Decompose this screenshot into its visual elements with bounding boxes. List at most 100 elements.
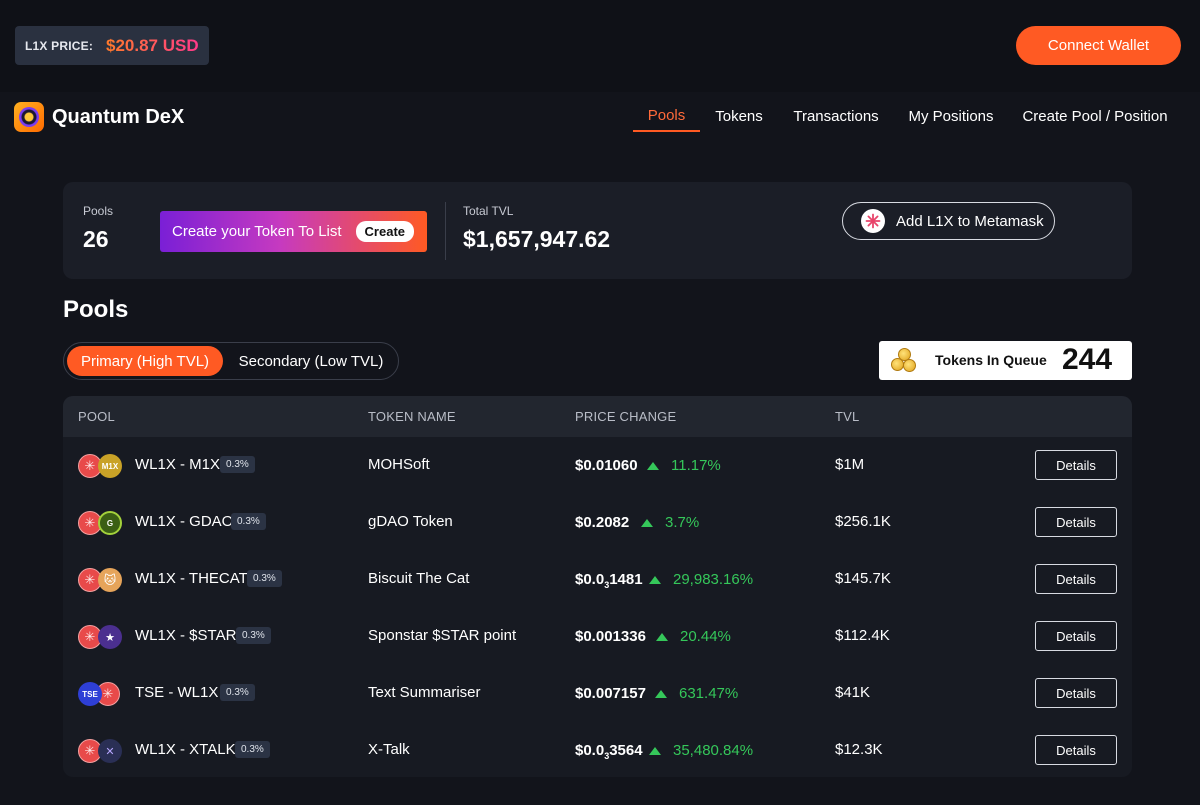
l1x-price-box: L1X PRICE: $20.87 USD [15, 26, 209, 65]
quantum-logo-icon [14, 102, 44, 132]
pools-section-title: Pools [63, 296, 129, 323]
details-button[interactable]: Details [1035, 678, 1117, 708]
brand-logo[interactable]: Quantum DeX [14, 102, 184, 132]
token-name: MOHSoft [368, 456, 430, 473]
pair-icons: ✕ [78, 739, 122, 763]
up-arrow-icon [655, 689, 667, 698]
tse-token-icon: TSE [78, 682, 102, 706]
price-change: 29,983.16% [649, 571, 753, 588]
total-tvl-value: $1,657,947.62 [463, 226, 611, 252]
add-to-metamask-button[interactable]: Add L1X to Metamask [842, 202, 1055, 240]
col-token-name: TOKEN NAME [368, 409, 456, 424]
col-pool: POOL [78, 409, 115, 424]
pair-name: TSE - WL1X [135, 684, 219, 701]
col-price-change: PRICE CHANGE [575, 409, 677, 424]
metamask-label: Add L1X to Metamask [896, 212, 1044, 230]
stats-card: Pools 26 Create your Token To List Creat… [63, 182, 1132, 279]
coins-icon [891, 348, 917, 374]
details-button[interactable]: Details [1035, 450, 1117, 480]
token-price: $0.2082 [575, 514, 630, 531]
table-header: POOL TOKEN NAME PRICE CHANGE TVL [63, 396, 1132, 437]
pools-count: 26 [83, 226, 109, 252]
pools-count-label: Pools [83, 204, 114, 218]
pair-icons: TSE [78, 682, 122, 706]
pool-tvl: $145.7K [835, 570, 891, 587]
price-change: 35,480.84% [649, 742, 753, 759]
price-change: 3.7% [641, 514, 699, 531]
fee-badge: 0.3% [235, 741, 270, 758]
nav-create-pool-position[interactable]: Create Pool / Position [1022, 107, 1168, 125]
pool-type-toggle: Primary (High TVL) Secondary (Low TVL) [63, 342, 399, 380]
up-arrow-icon [649, 575, 661, 584]
cat-token-icon: 🐱 [98, 568, 122, 592]
create-token-button[interactable]: Create [355, 221, 415, 242]
l1x-icon [861, 209, 885, 233]
up-arrow-icon [649, 746, 661, 755]
table-row[interactable]: ✕ WL1X - XTALK 0.3% X-Talk $0.033564 35,… [63, 722, 1132, 777]
star-token-icon: ★ [98, 625, 122, 649]
pair-icons: ★ [78, 625, 122, 649]
token-price: $0.007157 [575, 685, 646, 702]
tab-secondary-low-tvl[interactable]: Secondary (Low TVL) [238, 352, 384, 370]
table-row[interactable]: M1X WL1X - M1X 0.3% MOHSoft $0.01060 11.… [63, 437, 1132, 494]
token-price: $0.01060 [575, 457, 638, 474]
col-tvl: TVL [835, 409, 860, 424]
pair-name: WL1X - THECAT [135, 570, 248, 587]
table-row[interactable]: 🐱 WL1X - THECAT 0.3% Biscuit The Cat $0.… [63, 551, 1132, 608]
fee-badge: 0.3% [231, 513, 266, 530]
top-bar: L1X PRICE: $20.87 USD Connect Wallet [0, 0, 1200, 92]
table-row[interactable]: G WL1X - GDAO 0.3% gDAO Token $0.2082 3.… [63, 494, 1132, 551]
price-value: $20.87 USD [106, 35, 199, 55]
pair-name: WL1X - M1X [135, 456, 221, 473]
details-button[interactable]: Details [1035, 564, 1117, 594]
table-row[interactable]: ★ WL1X - $STAR 0.3% Sponstar $STAR point… [63, 608, 1132, 665]
tokens-in-queue-badge: Tokens In Queue 244 [879, 341, 1132, 380]
fee-badge: 0.3% [220, 684, 255, 701]
m1x-token-icon: M1X [98, 454, 122, 478]
pool-tvl: $41K [835, 684, 871, 701]
up-arrow-icon [656, 632, 668, 641]
xtalk-token-icon: ✕ [98, 739, 122, 763]
connect-wallet-button[interactable]: Connect Wallet [1016, 26, 1181, 65]
pair-name: WL1X - XTALK [135, 741, 236, 758]
nav-transactions[interactable]: Transactions [793, 107, 879, 125]
pair-name: WL1X - $STAR [135, 627, 237, 644]
queue-label: Tokens In Queue [935, 352, 1047, 368]
pair-icons: M1X [78, 454, 122, 478]
token-price: $0.033564 [575, 742, 643, 761]
create-token-label: Create your Token To List [172, 223, 342, 240]
token-name: Text Summariser [368, 684, 481, 701]
price-change: 20.44% [656, 628, 731, 645]
token-price: $0.001336 [575, 628, 646, 645]
brand-name: Quantum DeX [52, 105, 185, 128]
nav-pools[interactable]: Pools [633, 100, 700, 132]
details-button[interactable]: Details [1035, 735, 1117, 765]
pool-tvl: $1M [835, 456, 865, 473]
token-name: Biscuit The Cat [368, 570, 470, 587]
stats-divider [445, 202, 446, 260]
nav-tokens[interactable]: Tokens [715, 107, 763, 125]
fee-badge: 0.3% [247, 570, 282, 587]
price-label: L1X PRICE: [25, 38, 94, 53]
token-name: Sponstar $STAR point [368, 627, 517, 644]
pool-tvl: $112.4K [835, 627, 890, 644]
create-token-banner[interactable]: Create your Token To List Create [160, 211, 427, 252]
total-tvl-label: Total TVL [463, 204, 514, 218]
up-arrow-icon [641, 518, 653, 527]
pair-name: WL1X - GDAO [135, 513, 234, 530]
pool-tvl: $256.1K [835, 513, 891, 530]
token-name: gDAO Token [368, 513, 453, 530]
nav-my-positions[interactable]: My Positions [908, 107, 994, 125]
price-change: 11.17% [647, 457, 721, 474]
details-button[interactable]: Details [1035, 621, 1117, 651]
pair-icons: 🐱 [78, 568, 122, 592]
pools-table: POOL TOKEN NAME PRICE CHANGE TVL M1X WL1… [63, 396, 1132, 777]
fee-badge: 0.3% [220, 456, 255, 473]
token-name: X-Talk [368, 741, 410, 758]
queue-count: 244 [1062, 343, 1113, 376]
fee-badge: 0.3% [236, 627, 271, 644]
token-price: $0.031481 [575, 571, 643, 590]
table-row[interactable]: TSE TSE - WL1X 0.3% Text Summariser $0.0… [63, 665, 1132, 722]
details-button[interactable]: Details [1035, 507, 1117, 537]
tab-primary-high-tvl[interactable]: Primary (High TVL) [67, 346, 223, 376]
